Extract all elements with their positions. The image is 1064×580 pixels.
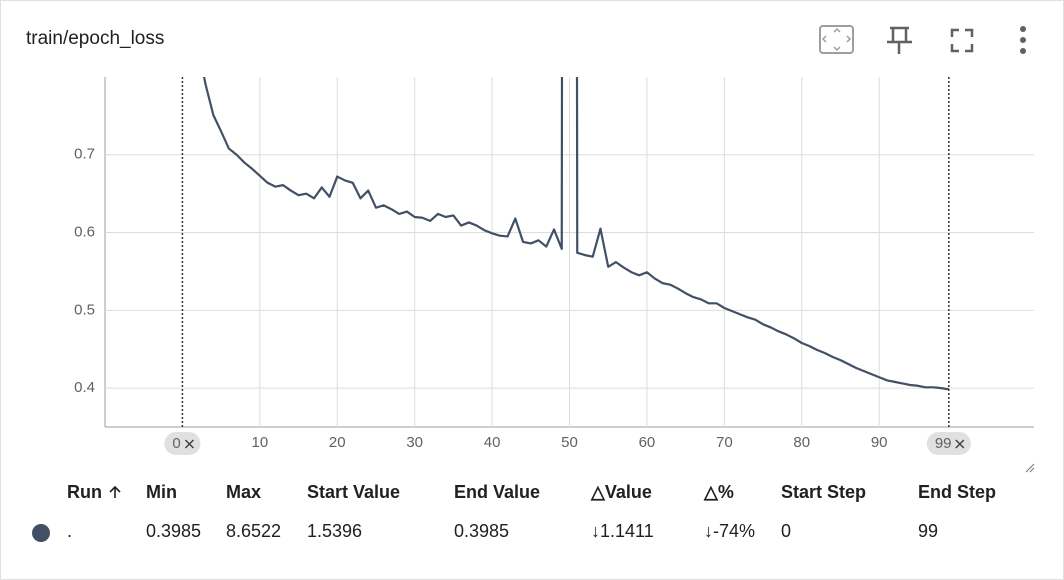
more-menu-button[interactable]: [1020, 26, 1026, 54]
pin-button[interactable]: [887, 26, 912, 54]
table-cell: 1.5396: [307, 521, 363, 541]
column-header: Start Step: [781, 482, 867, 502]
y-tick-label: 0.5: [74, 301, 95, 318]
table-cell: 0.3985: [146, 521, 202, 541]
table-cell: ↓-74%: [704, 521, 756, 541]
table-cell: 0.3985: [454, 521, 510, 541]
fit-domain-button[interactable]: [819, 25, 854, 54]
y-tick-label: 0.4: [74, 379, 95, 396]
column-header: △Value: [591, 482, 652, 502]
marker-close-icon: [955, 439, 965, 449]
resize-handle[interactable]: [1025, 463, 1035, 473]
x-tick-label: 50: [561, 434, 578, 451]
column-header: Start Value: [307, 482, 401, 502]
column-header: End Value: [454, 482, 541, 502]
marker-pill: [164, 432, 201, 455]
x-tick-label: 10: [251, 434, 268, 451]
x-tick-label: 20: [329, 434, 346, 451]
run-color-dot: [32, 524, 50, 542]
table-cell: 99: [918, 521, 939, 541]
sort-arrow[interactable]: [109, 485, 121, 498]
step-range-marker[interactable]: 99: [926, 432, 971, 455]
x-tick-label: 80: [793, 434, 810, 451]
column-header: △%: [704, 482, 734, 502]
fullscreen-button[interactable]: [950, 28, 974, 53]
marker-label: 99: [935, 435, 952, 452]
x-tick-label: 70: [716, 434, 733, 451]
column-header: Run: [67, 482, 102, 502]
y-tick-label: 0.6: [74, 224, 95, 241]
marker-label: 0: [172, 435, 180, 452]
step-range-marker[interactable]: 0: [164, 432, 201, 455]
table-cell: .: [67, 521, 73, 541]
marker-close-icon: [184, 439, 194, 449]
marker-pill: [926, 432, 971, 455]
x-tick-label: 40: [484, 434, 501, 451]
column-header: Max: [226, 482, 262, 502]
table-cell: 8.6522: [226, 521, 282, 541]
x-tick-label: 90: [871, 434, 888, 451]
column-header: End Step: [918, 482, 997, 502]
table-cell: 0: [781, 521, 792, 541]
table-cell: ↓1.1411: [591, 521, 654, 541]
column-header: Min: [146, 482, 177, 502]
x-tick-label: 30: [406, 434, 423, 451]
series-line: [202, 77, 950, 391]
x-tick-label: 60: [639, 434, 656, 451]
card-title: train/epoch_loss: [26, 28, 165, 49]
y-tick-label: 0.7: [74, 146, 95, 163]
